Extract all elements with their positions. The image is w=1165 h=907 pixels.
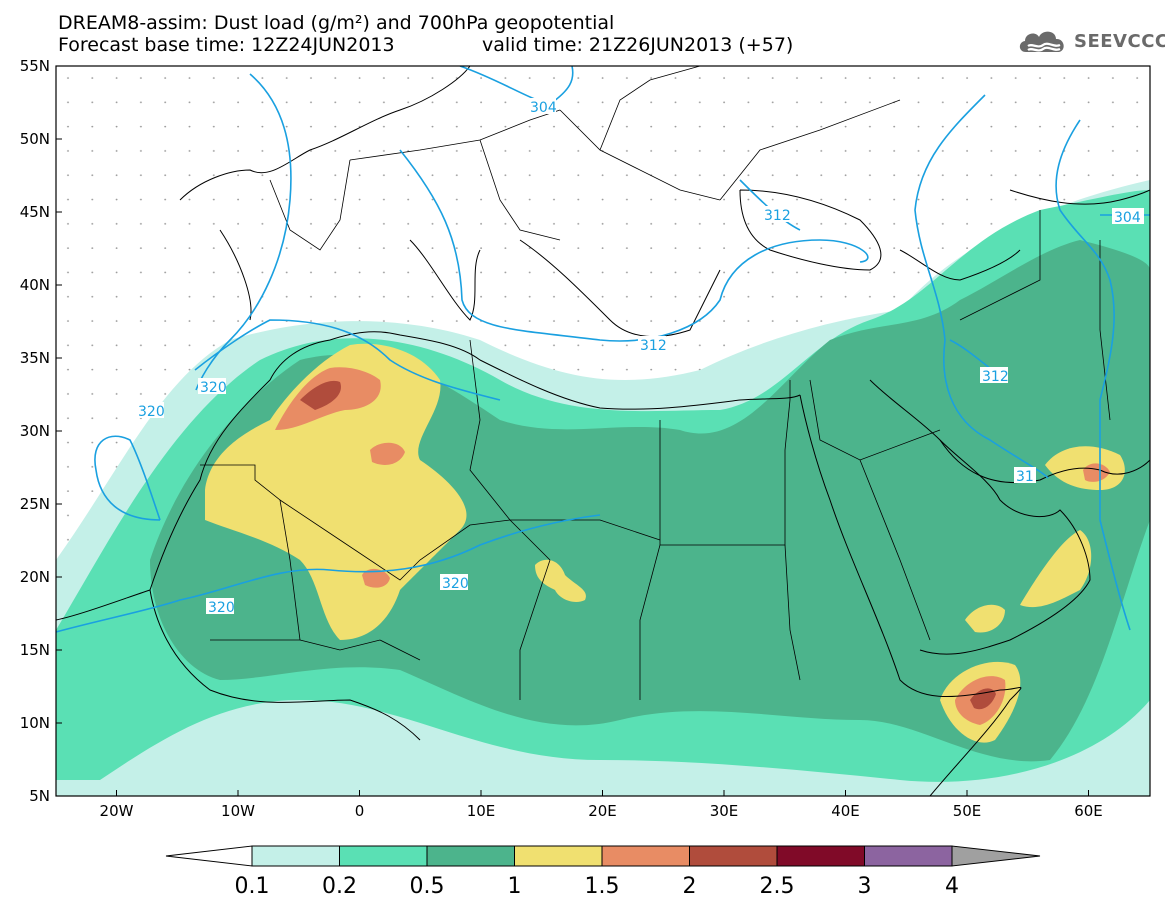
colorbar-high-arrow — [951, 845, 1041, 867]
coastlines — [56, 66, 1150, 796]
dust-region-2 — [970, 688, 996, 710]
lon-label: 30E — [710, 802, 739, 820]
contour-label: 320 — [442, 576, 469, 592]
colorbar-swatch — [689, 845, 778, 867]
colorbar-label: 2.5 — [760, 874, 795, 899]
colorbar-label: 2 — [683, 874, 697, 899]
contour-label: 31 — [1016, 469, 1034, 485]
lon-label: 20W — [100, 802, 134, 820]
colorbar-swatch — [601, 845, 690, 867]
lon-label: 10E — [467, 802, 496, 820]
contour-label: 312 — [640, 338, 667, 354]
lon-label: 0 — [355, 802, 365, 820]
dust-region-1.5 — [362, 568, 390, 588]
colorbar-label: 4 — [945, 874, 959, 899]
latitude-axis: 55N 50N 45N 40N 35N 30N 25N 20N 15N 10N 5N — [20, 57, 62, 805]
dust-region-1 — [1020, 530, 1092, 608]
dust-region-1 — [535, 559, 586, 602]
lon-label: 40E — [831, 802, 860, 820]
colorbar-swatch — [514, 845, 603, 867]
lat-label: 15N — [20, 641, 50, 659]
longitude-axis: 20W 10W 0 10E 20E 30E 40E 50E 60E — [100, 790, 1103, 820]
contour-label: 320 — [200, 380, 227, 396]
lat-label: 25N — [20, 495, 50, 513]
lon-label: 20E — [588, 802, 617, 820]
colorbar-label: 0.5 — [410, 874, 445, 899]
lat-label: 40N — [20, 276, 50, 294]
lat-label: 55N — [20, 57, 50, 75]
map-area: 304 312 320 320 320 320 312 312 304 31 — [56, 66, 1150, 796]
lon-label: 50E — [953, 802, 982, 820]
colorbar-label: 0.2 — [322, 874, 357, 899]
colorbar-swatch — [339, 845, 428, 867]
colorbar-label: 1.5 — [585, 874, 620, 899]
lat-label: 10N — [20, 714, 50, 732]
valid-time: valid time: 21Z26JUN2013 (+57) — [482, 34, 794, 56]
dust-region-1 — [205, 343, 467, 640]
lat-label: 5N — [29, 787, 50, 805]
colorbar-label: 0.1 — [235, 874, 270, 899]
contour-label: 320 — [208, 600, 235, 616]
contour-label: 304 — [530, 100, 557, 116]
dust-region-2 — [300, 380, 341, 410]
logo-text: SEEVCCC — [1074, 30, 1165, 52]
colorbar-label: 1 — [508, 874, 522, 899]
contour-label-group: 304 312 320 320 320 320 312 312 304 31 — [136, 98, 1144, 616]
lat-label: 35N — [20, 349, 50, 367]
dust-region-1.5 — [370, 442, 405, 465]
contour-label: 312 — [982, 369, 1009, 385]
contour-label: 320 — [138, 404, 165, 420]
forecast-base-time: Forecast base time: 12Z24JUN2013 — [58, 34, 395, 56]
lat-label: 50N — [20, 130, 50, 148]
country-borders — [200, 66, 1111, 700]
colorbar-swatch — [426, 845, 515, 867]
cloud-icon — [1019, 31, 1064, 52]
colorbar-swatch — [776, 845, 865, 867]
colorbar-swatch — [251, 845, 340, 867]
contour-label: 304 — [1114, 210, 1141, 226]
colorbar-label: 3 — [858, 874, 872, 899]
colorbar-low-arrow — [165, 845, 253, 867]
lat-label: 20N — [20, 568, 50, 586]
lat-label: 45N — [20, 203, 50, 221]
lon-label: 60E — [1074, 802, 1103, 820]
contour-label: 312 — [764, 208, 791, 224]
seevccc-logo: SEEVCCC — [1016, 26, 1165, 56]
dust-region-1 — [965, 604, 1005, 633]
lon-label: 10W — [221, 802, 255, 820]
colorbar-swatch — [864, 845, 953, 867]
lat-label: 30N — [20, 422, 50, 440]
map-title: DREAM8-assim: Dust load (g/m²) and 700hP… — [58, 12, 615, 34]
